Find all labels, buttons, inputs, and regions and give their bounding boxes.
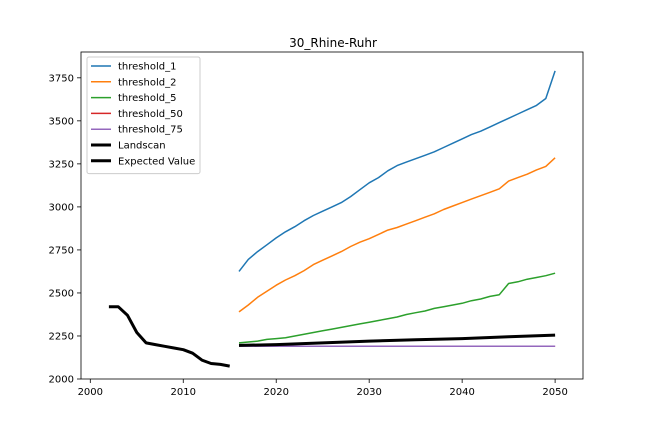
y-tick-label: 2500: [49, 288, 74, 299]
y-tick-label: 2750: [49, 245, 74, 256]
series-line-threshold-1: [238, 70, 556, 272]
legend-box: [86, 56, 201, 175]
x-tick-label: 2040: [449, 387, 474, 398]
y-tick-label: 2250: [49, 331, 74, 342]
x-tick-label: 2020: [263, 387, 288, 398]
legend-label-landscan: Landscan: [118, 141, 166, 152]
legend-label-threshold-5: threshold_5: [118, 93, 176, 104]
x-tick-label: 2050: [542, 387, 567, 398]
x-tick-label: 2000: [78, 387, 103, 398]
legend-label-threshold-75: threshold_75: [118, 125, 183, 136]
y-tick-label: 2000: [49, 375, 74, 386]
legend-label-expected-value: Expected Value: [118, 156, 195, 167]
x-tick-label: 2010: [171, 387, 196, 398]
series-layer: [108, 70, 556, 368]
series-line-threshold-5: [238, 272, 556, 344]
legend: threshold_1 threshold_2 threshold_5thresho…: [86, 56, 201, 175]
legend-label-threshold-2: threshold_2: [118, 77, 176, 88]
x-tick-label: 2030: [356, 387, 381, 398]
legend-label-threshold-50: threshold_50: [118, 109, 183, 120]
x-axis: 2000 2010 2020 2030 2040 2050: [78, 379, 568, 398]
y-axis: 2000 2250 2500 2750 3000 3250 3500 3750: [49, 73, 81, 386]
chart-title: 30_Rhine-Ruhr: [289, 36, 377, 50]
series-line-landscan: [108, 305, 230, 368]
series-line-threshold-2: [238, 157, 556, 313]
legend-label-threshold-1: threshold_1: [118, 62, 176, 73]
plot-frame: [80, 51, 584, 380]
y-tick-label: 3500: [49, 116, 74, 127]
y-tick-label: 3000: [49, 202, 74, 213]
series-line-expected-value: [238, 333, 556, 347]
y-tick-label: 3750: [49, 73, 74, 84]
y-tick-label: 3250: [49, 159, 74, 170]
